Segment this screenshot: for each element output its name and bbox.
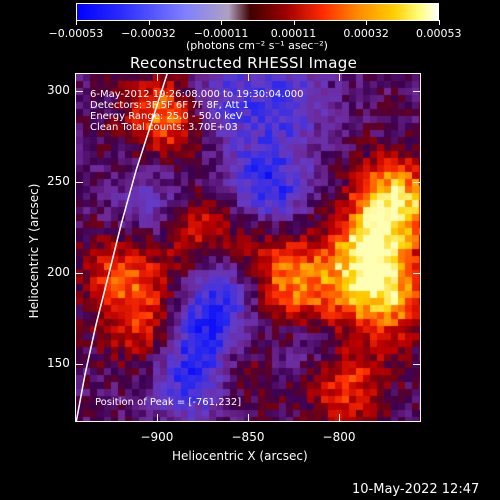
info-peak-position: Position of Peak = [-761,232] bbox=[95, 397, 242, 408]
timestamp-footer: 10-May-2022 12:47 bbox=[352, 482, 480, 497]
y-tick-label: 150 bbox=[47, 355, 70, 370]
y-tick bbox=[75, 363, 83, 365]
y-tick-label: 200 bbox=[47, 264, 70, 279]
colorbar-units: (photons cm⁻² s⁻¹ asec⁻²) bbox=[186, 39, 328, 52]
colorbar-tick-label: −0.00011 bbox=[193, 27, 249, 40]
y-tick bbox=[75, 272, 83, 274]
x-tick bbox=[248, 414, 249, 422]
x-tick bbox=[156, 73, 158, 81]
colorbar-tick bbox=[221, 20, 223, 25]
info-energy: Energy Range: 25.0 - 50.0 keV bbox=[90, 111, 243, 122]
colorbar-tick bbox=[439, 20, 440, 25]
y-tick bbox=[413, 363, 421, 365]
x-tick bbox=[156, 414, 158, 422]
info-time-range: 6-May-2012 19:26:08.000 to 19:30:04.000 bbox=[90, 89, 304, 100]
colorbar-tick-label: −0.00032 bbox=[121, 27, 176, 40]
y-tick-label: 300 bbox=[47, 83, 70, 98]
heatmap-image bbox=[76, 74, 420, 421]
x-axis-label: Heliocentric X (arcsec) bbox=[172, 449, 308, 463]
x-tick bbox=[339, 414, 341, 422]
y-tick bbox=[75, 91, 83, 93]
colorbar-tick-label: 0.00011 bbox=[270, 27, 317, 40]
colorbar-tick bbox=[76, 20, 77, 25]
x-tick bbox=[339, 73, 341, 81]
colorbar bbox=[76, 3, 439, 21]
colorbar-tick-label: −0.00053 bbox=[48, 27, 104, 40]
chart-title: Reconstructed RHESSI Image bbox=[130, 54, 358, 72]
info-clean: Clean Total counts: 3.70E+03 bbox=[90, 122, 238, 133]
colorbar-tick-label: 0.00053 bbox=[416, 27, 462, 40]
x-tick bbox=[248, 73, 249, 81]
colorbar-tick bbox=[293, 20, 295, 25]
y-tick bbox=[413, 91, 421, 93]
x-tick-label: −850 bbox=[231, 430, 265, 444]
colorbar-tick bbox=[366, 20, 368, 25]
y-tick bbox=[75, 182, 83, 184]
y-tick bbox=[413, 272, 421, 274]
y-tick-label: 250 bbox=[47, 174, 70, 189]
colorbar-tick-label: 0.00032 bbox=[343, 27, 389, 40]
x-tick-label: −800 bbox=[322, 430, 356, 444]
colorbar-tick bbox=[148, 20, 150, 25]
y-axis-label: Heliocentric Y (arcsec) bbox=[27, 183, 41, 319]
plot-area: 6-May-2012 19:26:08.000 to 19:30:04.000 … bbox=[75, 73, 421, 422]
solar-limb-line bbox=[76, 74, 168, 421]
y-tick bbox=[413, 182, 421, 184]
info-detectors: Detectors: 3F 5F 6F 7F 8F, Att 1 bbox=[90, 100, 250, 111]
x-tick-label: −900 bbox=[140, 430, 174, 444]
limb-curve bbox=[76, 74, 168, 421]
